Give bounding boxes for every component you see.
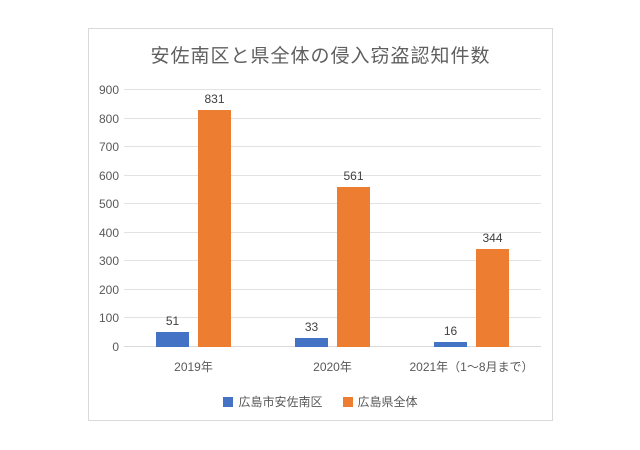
bar-chart: 安佐南区と県全体の侵入窃盗認知件数 0 100 200 300 400 500 600 700…: [88, 28, 553, 421]
y-tick-label: 700: [98, 140, 119, 155]
bar: [156, 332, 189, 347]
x-axis-line: [124, 346, 541, 347]
legend-swatch: [223, 397, 234, 407]
gridline: [124, 317, 541, 319]
x-category-label: 2020年: [313, 360, 352, 374]
bar: [434, 342, 467, 347]
y-tick-label: 800: [98, 111, 119, 126]
chart-title: 安佐南区と県全体の侵入窃盗認知件数: [150, 46, 491, 67]
y-tick-label: 200: [98, 282, 119, 297]
gridline: [124, 174, 541, 176]
bar-value-label: 16: [443, 324, 458, 338]
bar: [476, 249, 509, 347]
gridline: [124, 146, 541, 148]
bar-value-label: 561: [343, 169, 364, 183]
bar-value-label: 344: [482, 231, 503, 245]
gridline: [124, 89, 541, 90]
x-axis-labels: 2019年 2020年 2021年（1～8月まで）: [124, 359, 541, 375]
bar: [198, 110, 231, 347]
x-category-label: 2021年（1～8月まで）: [409, 360, 534, 374]
bar-value-label: 51: [165, 314, 180, 328]
legend-swatch: [342, 397, 353, 407]
x-category-label: 2019年: [174, 360, 213, 374]
y-tick-label: 600: [98, 168, 119, 183]
gridline: [124, 203, 541, 205]
y-tick-label: 400: [98, 225, 119, 240]
bar-value-label: 831: [204, 92, 225, 106]
y-tick-label: 500: [98, 197, 119, 212]
y-tick-label: 100: [98, 311, 119, 326]
bar: [295, 338, 328, 347]
gridline: [124, 260, 541, 262]
bar: [337, 187, 370, 347]
y-tick-label: 0: [112, 340, 119, 354]
y-tick-label: 900: [98, 83, 119, 97]
y-axis-labels: 0 100 200 300 400 500 600 700 800 900: [89, 83, 119, 354]
legend-label: 広島市安佐南区: [238, 395, 323, 409]
legend-label: 広島県全体: [357, 395, 418, 409]
y-tick-label: 300: [98, 254, 119, 269]
gridline: [124, 288, 541, 290]
bar-value-label: 33: [304, 320, 319, 334]
legend-item: 広島県全体: [342, 395, 418, 409]
gridline: [124, 231, 541, 233]
plot-area: 51 831 33 561 16 344: [124, 89, 541, 347]
gridline: [124, 117, 541, 119]
legend: 広島市安佐南区 広島県全体: [89, 395, 552, 409]
legend-item: 広島市安佐南区: [223, 395, 323, 409]
